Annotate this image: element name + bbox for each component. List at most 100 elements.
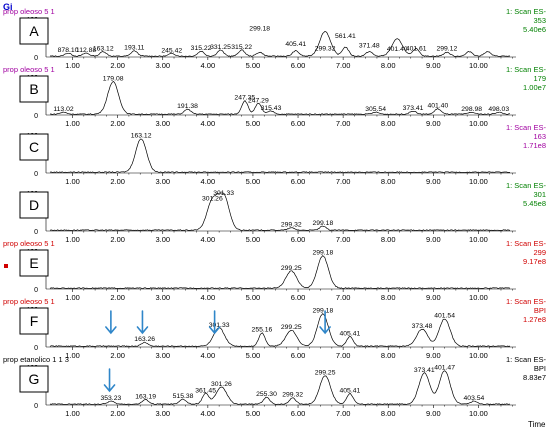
panel-letter-box	[19, 307, 49, 335]
x-tick-label: 9.00	[426, 235, 441, 244]
intensity-label: 1.00e7	[523, 83, 546, 92]
x-tick-label: 9.00	[426, 351, 441, 360]
panel-letter-box	[19, 133, 49, 161]
x-tick-label: 1.00	[65, 61, 80, 70]
scan-mode-label: 1: Scan ES-	[506, 123, 547, 132]
x-tick-label: 4.00	[201, 235, 216, 244]
scan-mode-label: 1: Scan ES-	[506, 355, 547, 364]
x-tick-label: 10.00	[469, 177, 488, 186]
peak-label: 498.03	[488, 106, 509, 113]
x-tick-label: 7.00	[336, 177, 351, 186]
x-tick-label: 10.00	[469, 293, 488, 302]
x-tick-label: 8.00	[381, 235, 396, 244]
x-tick-label: 5.00	[246, 351, 261, 360]
x-tick-label: 10.00	[469, 409, 488, 418]
y-tick-label: 0	[34, 55, 38, 62]
x-tick-label: 2.00	[110, 235, 125, 244]
scan-mode-label: 1: Scan ES-	[506, 65, 547, 74]
peak-label: 373.41	[414, 367, 435, 374]
x-tick-label: 5.00	[246, 293, 261, 302]
sample-name: prop oleoso 5 1	[3, 7, 55, 16]
peak-label: 299.32	[315, 45, 336, 52]
intensity-label: 9.17e8	[523, 257, 546, 266]
x-tick-label: 3.00	[155, 409, 170, 418]
x-tick-label: 4.00	[201, 61, 216, 70]
peak-label: 401.54	[434, 313, 455, 320]
annotation-arrow	[103, 368, 116, 393]
peak-label: 331.25	[210, 44, 231, 51]
peak-label: 113.02	[53, 106, 74, 113]
x-tick-label: 6.00	[291, 409, 306, 418]
panel-g: prop etanolico 1 1 3 1: Scan ES-BPI8.83e7…	[3, 355, 546, 418]
y-tick-label: 0	[34, 345, 38, 352]
intensity-label: 1.71e8	[523, 141, 546, 150]
peak-label: 301.33	[209, 322, 230, 329]
x-tick-label: 10.00	[469, 61, 488, 70]
x-tick-label: 6.00	[291, 61, 306, 70]
peak-label: 301.33	[213, 190, 234, 197]
intensity-label: 1.27e8	[523, 315, 546, 324]
panel-letter: C	[29, 139, 39, 155]
peak-label: 299.25	[281, 265, 302, 272]
chromatogram-trace	[49, 255, 511, 289]
peak-label: 299.25	[315, 370, 336, 377]
x-tick-label: 1.00	[65, 293, 80, 302]
peak-label: 878.10	[58, 47, 79, 54]
ion-label: BPI	[534, 306, 546, 315]
peak-label: 163.26	[134, 336, 155, 343]
peak-label: 191.38	[177, 103, 198, 110]
peak-label: 255.30	[256, 391, 277, 398]
peak-label: 401.61	[406, 45, 427, 52]
x-tick-label: 2.00	[110, 119, 125, 128]
peak-label: 403.54	[464, 395, 485, 402]
x-tick-label: 3.00	[155, 293, 170, 302]
x-tick-label: 4.00	[201, 409, 216, 418]
peak-label: 163.19	[135, 393, 156, 400]
sample-name: prop oleoso 5 1	[3, 297, 55, 306]
peak-label: 245.42	[161, 47, 182, 54]
x-tick-label: 9.00	[426, 61, 441, 70]
marker-square	[4, 264, 8, 268]
x-tick-label: 6.00	[291, 235, 306, 244]
peak-label: 515.38	[173, 393, 194, 400]
y-tick-label: 0	[34, 113, 38, 120]
x-tick-label: 8.00	[381, 293, 396, 302]
x-tick-label: 8.00	[381, 177, 396, 186]
panel-letter: F	[30, 313, 39, 329]
annotation-arrow	[319, 310, 331, 335]
panel-a: prop oleoso 5 11: Scan ES-3535.40e6100%0…	[3, 7, 546, 70]
x-tick-label: 6.00	[291, 293, 306, 302]
peak-label: 179.08	[103, 76, 124, 83]
x-tick-label: 7.00	[336, 409, 351, 418]
panel-letter: A	[29, 23, 39, 39]
ion-label: 299	[533, 248, 546, 257]
peak-label: 401.47	[434, 365, 455, 372]
peak-label: 353.23	[100, 395, 121, 402]
x-tick-label: 7.00	[336, 351, 351, 360]
panel-letter: D	[29, 197, 39, 213]
sample-name: prop oleoso 5 1	[3, 65, 55, 74]
peak-label: 299.12	[436, 45, 457, 52]
x-tick-label: 7.00	[336, 235, 351, 244]
y-tick-label: 0	[34, 403, 38, 410]
peak-label: 315.43	[261, 105, 282, 112]
x-tick-label: 4.00	[201, 293, 216, 302]
peak-label: 112.88	[76, 47, 97, 54]
annotation-arrow	[105, 310, 117, 335]
x-tick-label: 10.00	[469, 235, 488, 244]
y-tick-label: 0	[34, 171, 38, 178]
peak-label: 247.35	[234, 95, 255, 102]
x-tick-label: 3.00	[155, 351, 170, 360]
peak-label: 163.12	[131, 133, 152, 140]
y-tick-label: 0	[34, 229, 38, 236]
x-tick-label: 2.00	[110, 351, 125, 360]
x-tick-label: 4.00	[201, 119, 216, 128]
x-tick-label: 7.00	[336, 61, 351, 70]
peak-label: 163.12	[93, 45, 114, 52]
x-tick-label: 2.00	[110, 293, 125, 302]
peak-label: 405.41	[340, 331, 361, 338]
scan-mode-label: 1: Scan ES-	[506, 239, 547, 248]
scan-mode-label: 1: Scan ES-	[506, 297, 547, 306]
peak-label: 247.29	[248, 97, 269, 104]
panel-c: 1: Scan ES-1631.71e8100%01.002.003.004.0…	[19, 123, 547, 186]
